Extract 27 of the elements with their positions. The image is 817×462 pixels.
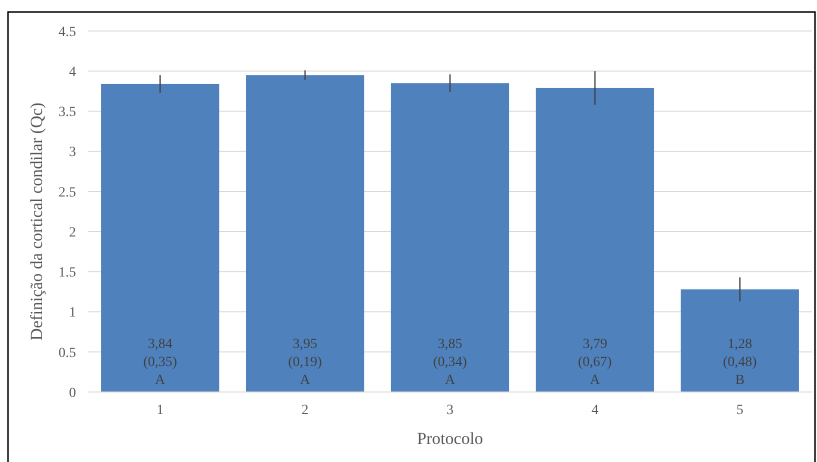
y-tick-label: 0.5: [58, 346, 76, 361]
bar: [536, 88, 654, 392]
y-tick-label: 1: [69, 306, 76, 321]
data-label: 1,28 (0,48) B: [722, 337, 758, 388]
y-tick-label: 4.5: [58, 24, 76, 40]
x-tick-label: 3: [446, 403, 454, 418]
y-tick-label: 3: [69, 145, 76, 160]
y-tick-label: 3.5: [58, 105, 76, 120]
bar: [101, 84, 220, 392]
y-tick-label: 2.5: [58, 185, 76, 200]
y-tick-label: 4: [69, 65, 76, 80]
y-tick-label: 1.5: [58, 266, 76, 281]
data-label: 3,85 (0,34) A: [433, 337, 468, 388]
data-label: 3,79 (0,67) A: [578, 337, 612, 388]
y-tick-label: 0: [69, 386, 76, 401]
bar: [246, 75, 364, 392]
x-tick-label: 5: [736, 403, 744, 418]
y-tick-label: 2: [69, 225, 76, 240]
y-axis-title: Definição da cortical condilar (Qc): [27, 102, 46, 340]
data-label: 3,84 (0,35) A: [143, 337, 178, 388]
x-tick-label: 1: [156, 403, 164, 418]
bar: [390, 83, 510, 392]
x-tick-label: 4: [591, 403, 598, 418]
bar: [680, 289, 799, 392]
x-axis-title: Protocolo: [416, 429, 484, 448]
x-tick-label: 2: [302, 403, 309, 418]
data-label: 3,95 (0,19) A: [288, 337, 322, 388]
